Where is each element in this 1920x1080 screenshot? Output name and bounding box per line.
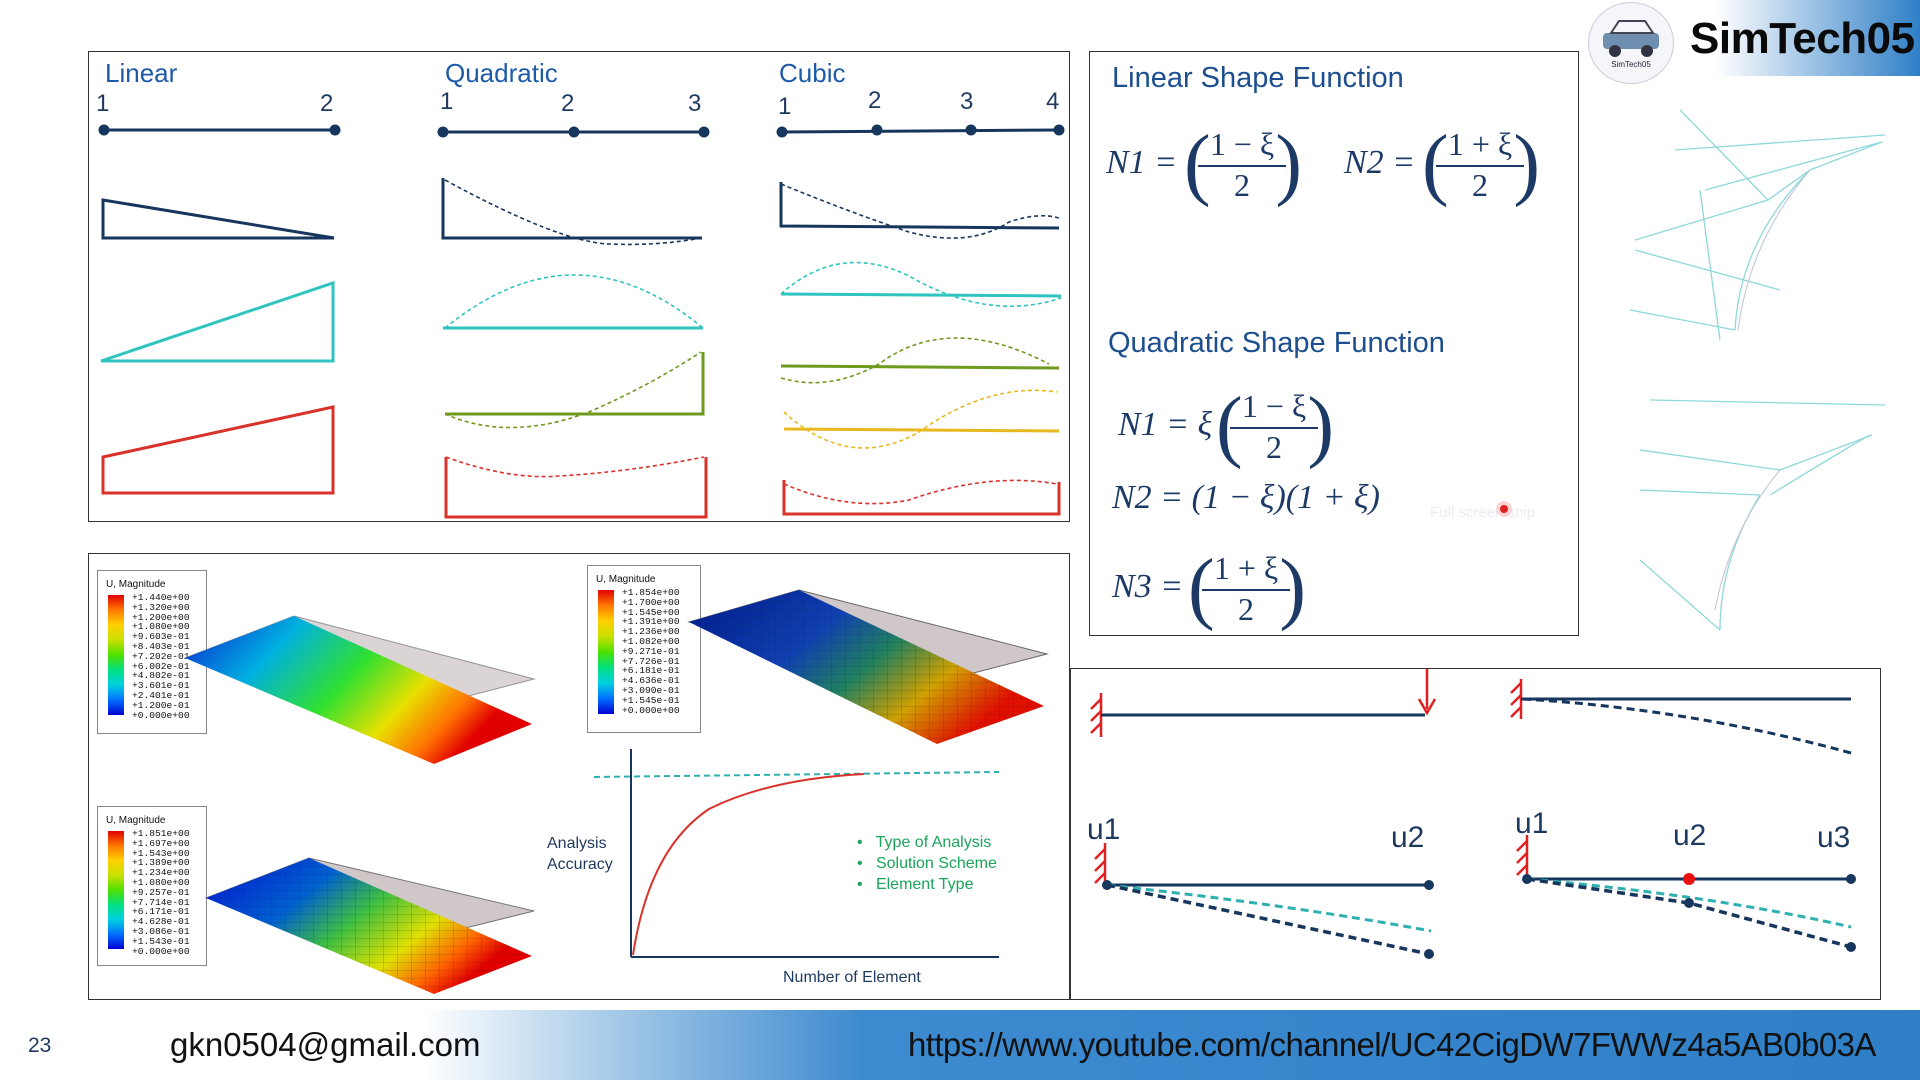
- shape-function-plots: 1 2 1 2 3 1 2 3 4: [96, 87, 1065, 519]
- magnitude-legend-1: U, Magnitude +1.440e+00 +1.320e+00 +1.200…: [97, 570, 207, 734]
- legend-1-colorbar: [108, 595, 124, 715]
- footer-email: gkn0504@gmail.com: [170, 1026, 481, 1063]
- quad-n3-equation: N3 =: [1112, 568, 1183, 606]
- legend-3-colorbar: [108, 831, 124, 949]
- fea-results-panel: U, Magnitude +1.440e+00 +1.320e+00 +1.200…: [88, 553, 1070, 1000]
- accuracy-chart: [593, 749, 1000, 958]
- quad-n3-num: 1 + ξ: [1202, 548, 1290, 591]
- quad-n1-den: 2: [1266, 429, 1282, 465]
- footer-bar: [0, 1010, 1920, 1080]
- linear-n2-num: 1 + ξ: [1436, 124, 1524, 167]
- record-cursor-icon: [1496, 501, 1512, 517]
- magnitude-legend-2: U, Magnitude +1.854e+00 +1.700e+00 +1.545…: [587, 565, 701, 733]
- legend-3-title: U, Magnitude: [106, 815, 166, 826]
- linear-n1-lhs: N1 =: [1106, 144, 1178, 181]
- mesh-sketch: [1629, 109, 1886, 631]
- cubic-label: Cubic: [779, 58, 846, 88]
- legend-1-values: +1.440e+00 +1.320e+00 +1.200e+00 +1.080e+0…: [132, 592, 190, 721]
- legend-3-values: +1.851e+00 +1.697e+00 +1.543e+00 +1.389e+0…: [132, 828, 190, 957]
- quad-n1-num: 1 − ξ: [1230, 386, 1318, 429]
- linear-n1-num: 1 − ξ: [1198, 124, 1286, 167]
- bullet-element-type: • Element Type: [857, 876, 974, 893]
- linear-n1-equation: N1 =: [1106, 144, 1177, 182]
- element-lines: [98, 124, 1065, 138]
- cubic-node-1: 1: [778, 93, 791, 120]
- quad-n3-lhs: N3 =: [1112, 568, 1184, 605]
- linear-n2-equation: N2 =: [1344, 144, 1415, 182]
- quad-n1-equation: N1 = ξ: [1118, 406, 1212, 444]
- shape-function-panel: Linear Quadratic Cubic 1 2 1 2 3 1 2 3 4: [88, 51, 1070, 522]
- cubic-node-2: 2: [868, 87, 881, 114]
- beam-label-u3-quad: u3: [1817, 821, 1851, 854]
- quad-n2-equation: N2 = (1 − ξ)(1 + ξ): [1112, 479, 1380, 516]
- quad-n3-fraction: ( ) 1 + ξ 2: [1188, 544, 1306, 632]
- linear-n1-fraction: ( ) 1 − ξ 2: [1184, 120, 1302, 208]
- quad-n1-fraction: ( ) 1 − ξ 2: [1216, 382, 1334, 470]
- quad-node-3: 3: [688, 90, 701, 117]
- beam-label-u2-linear: u2: [1391, 821, 1425, 854]
- quad-node-1: 1: [440, 88, 453, 115]
- fea-plates: [183, 589, 1049, 994]
- linear-n2-den: 2: [1472, 167, 1488, 203]
- beam-label-u1-quad: u1: [1515, 807, 1549, 840]
- legend-2-title: U, Magnitude: [596, 574, 656, 585]
- beam-label-u2-quad: u2: [1673, 819, 1707, 852]
- accuracy-xlabel: Number of Element: [783, 969, 921, 986]
- linear-label: Linear: [105, 58, 178, 88]
- brand-logo-text: SimTech05: [1611, 60, 1651, 69]
- snip-hint-text: Full screen snip: [1430, 504, 1536, 521]
- quad-n3-den: 2: [1238, 591, 1254, 627]
- legend-2-values: +1.854e+00 +1.700e+00 +1.545e+00 +1.391e+0…: [622, 587, 680, 716]
- node-numbers: 1 2 1 2 3 1 2 3 4: [96, 87, 1059, 120]
- footer-url[interactable]: https://www.youtube.com/channel/UC42CigD…: [908, 1026, 1876, 1063]
- cantilever-diagrams: [1090, 669, 1856, 959]
- linear-node-2: 2: [320, 90, 333, 117]
- brand-logo: SimTech05: [1588, 2, 1674, 84]
- fixed-support-icons: [1090, 679, 1529, 889]
- bullet-type-of-analysis: • Type of Analysis: [857, 834, 992, 851]
- car-icon: SimTech05: [1603, 20, 1659, 69]
- quadratic-shape-title: Quadratic Shape Function: [1108, 327, 1445, 359]
- cubic-node-4: 4: [1046, 88, 1059, 115]
- cantilever-panel: u1 u2 u1 u2 u3: [1070, 668, 1881, 1000]
- accuracy-ylabel: Analysis Accuracy: [547, 835, 613, 873]
- cubic-node-3: 3: [960, 88, 973, 115]
- equations-panel: Linear Shape Function N1 = ( ) 1 − ξ 2 N…: [1089, 51, 1579, 636]
- linear-n1-den: 2: [1234, 167, 1250, 203]
- page-number: 23: [28, 1034, 52, 1057]
- quad-node-2: 2: [561, 90, 574, 117]
- magnitude-legend-3: U, Magnitude +1.851e+00 +1.697e+00 +1.543…: [97, 806, 207, 966]
- brand-name: SimTech05: [1690, 14, 1915, 63]
- linear-n2-lhs: N2 =: [1344, 144, 1416, 181]
- bullet-solution-scheme: • Solution Scheme: [857, 855, 997, 872]
- linear-n2-fraction: ( ) 1 + ξ 2: [1422, 120, 1540, 208]
- factor-bullets: • Type of Analysis • Solution Scheme • E…: [857, 832, 997, 895]
- linear-node-1: 1: [96, 90, 109, 117]
- quad-n1-lhs: N1 = ξ: [1118, 406, 1213, 443]
- legend-2-colorbar: [598, 590, 614, 714]
- legend-1-title: U, Magnitude: [106, 579, 166, 590]
- beam-label-u1-linear: u1: [1087, 813, 1121, 846]
- linear-shape-title: Linear Shape Function: [1112, 62, 1404, 94]
- quadratic-label: Quadratic: [445, 58, 558, 88]
